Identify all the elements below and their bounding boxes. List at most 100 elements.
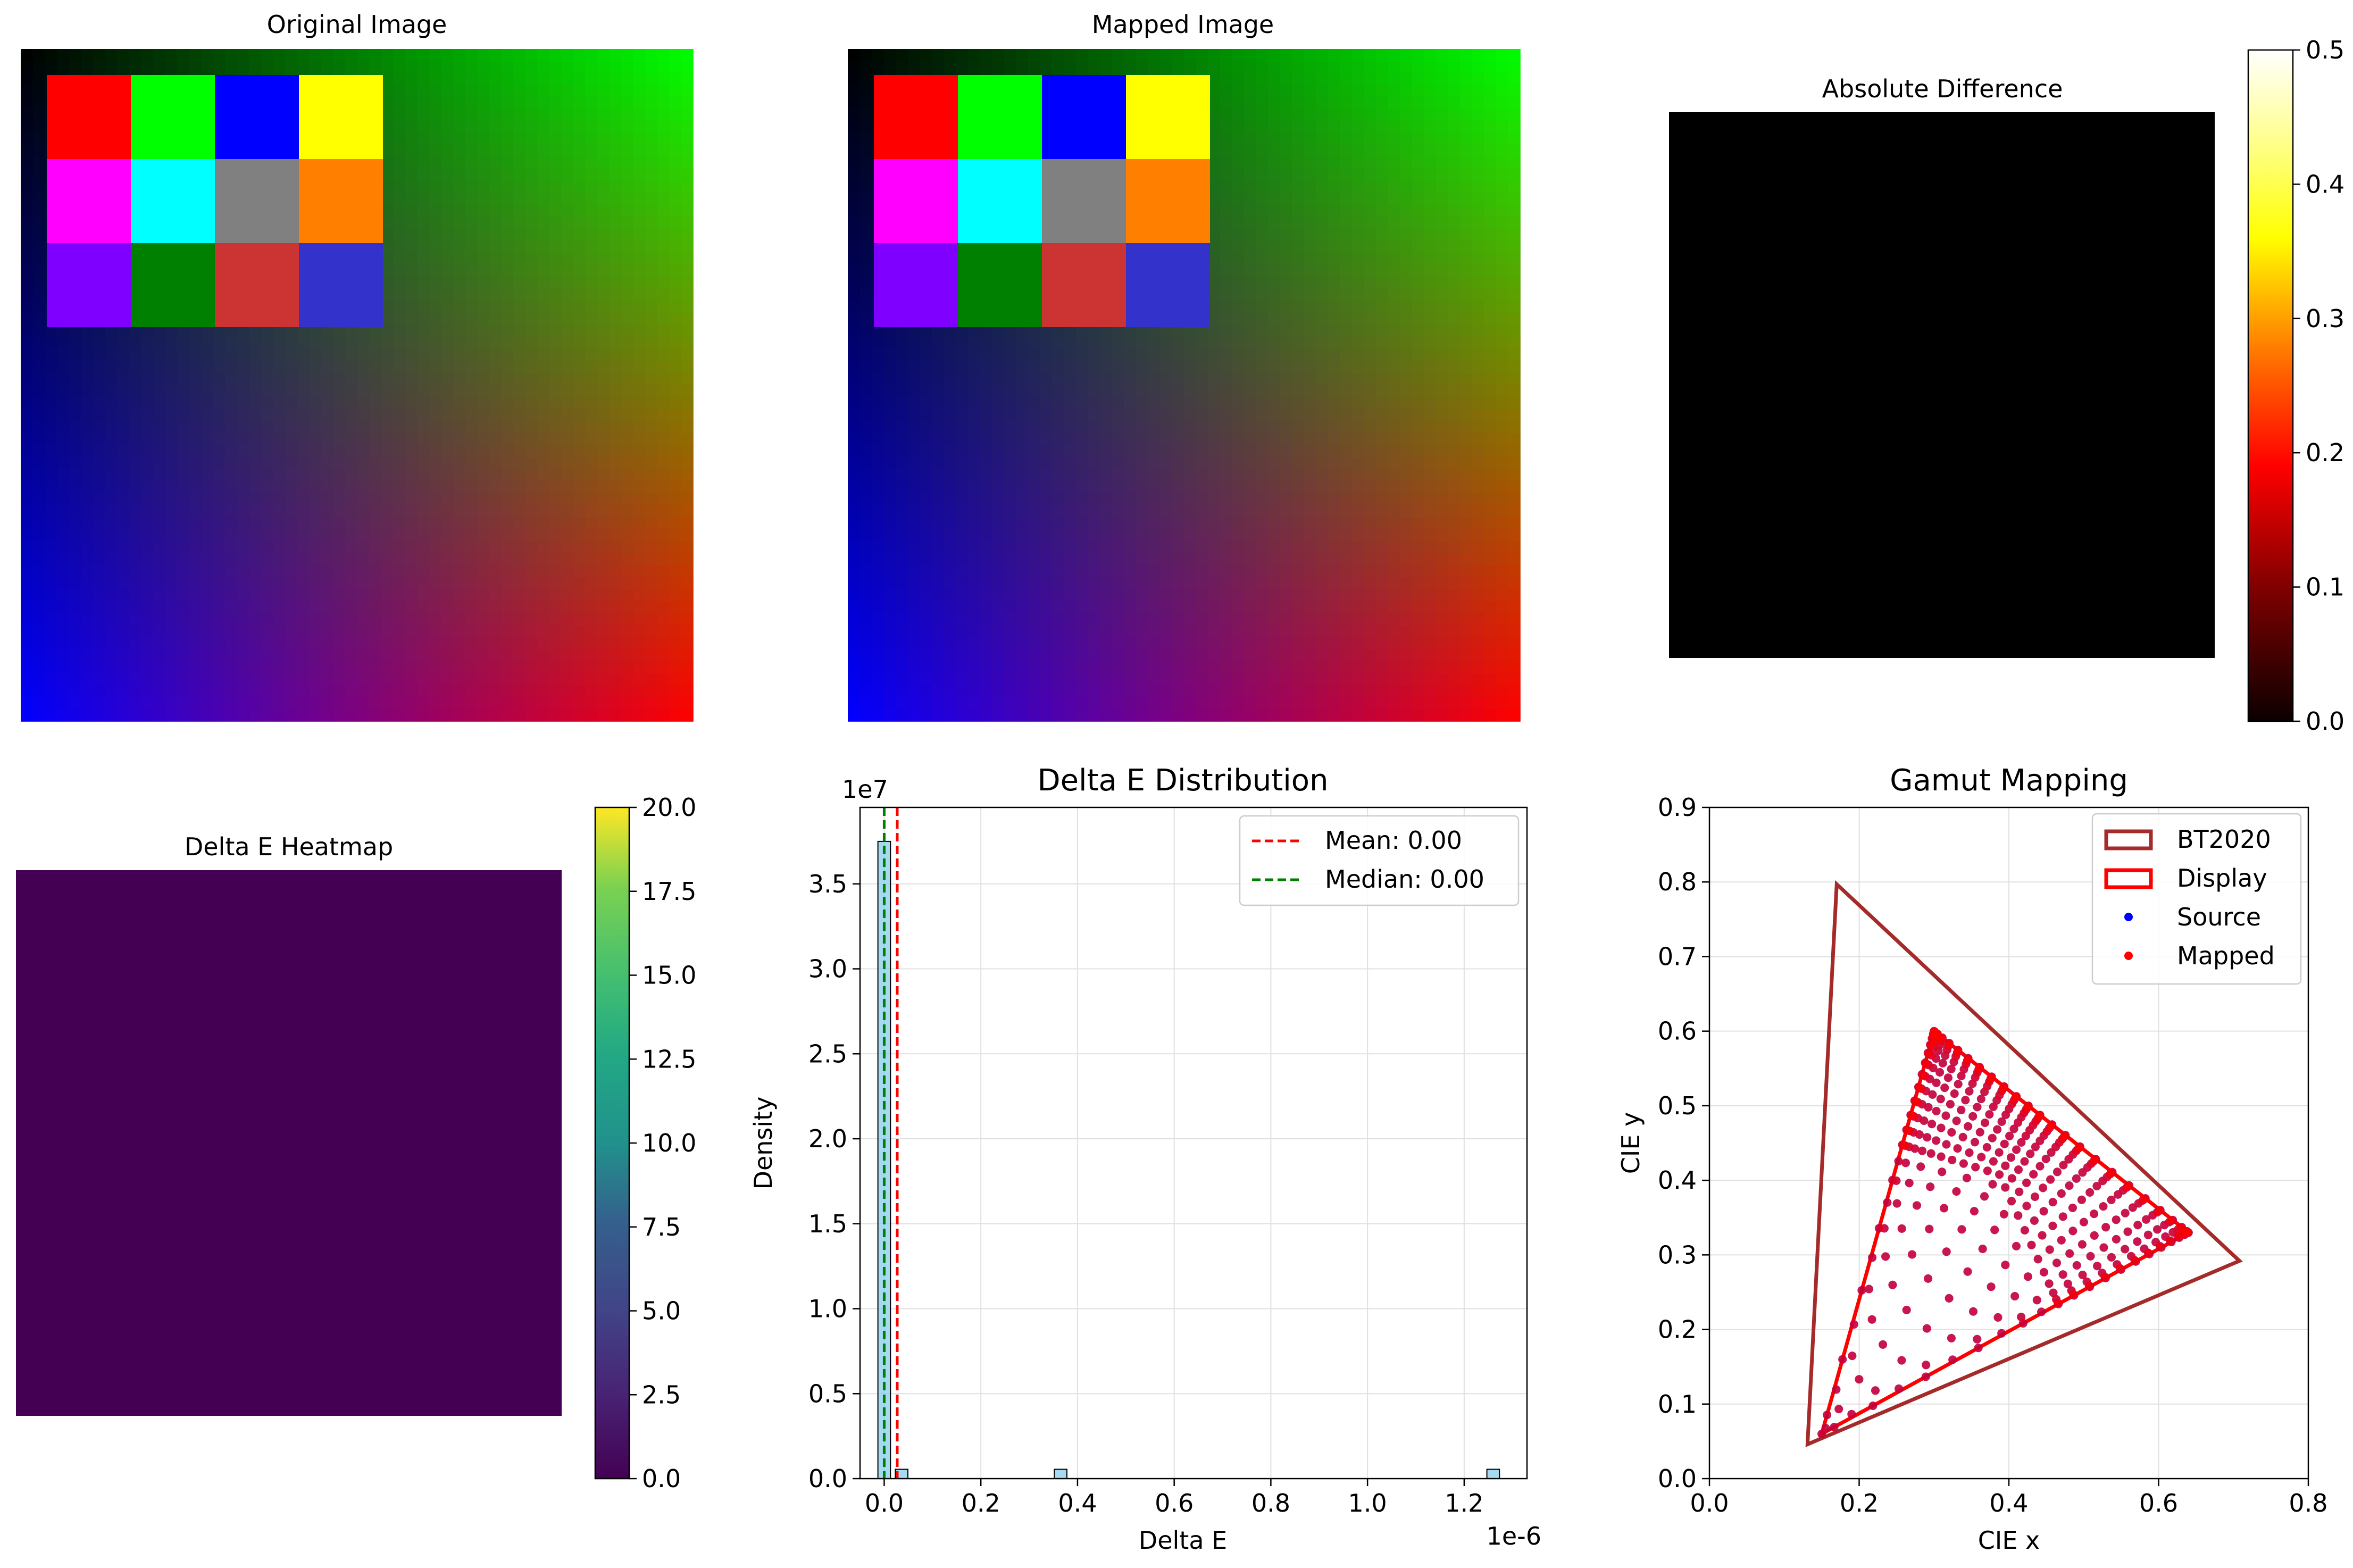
pixel-cell: [21, 277, 34, 290]
pixel-cell: [177, 685, 189, 698]
pixel-cell: [1256, 265, 1269, 278]
pixel-cell: [213, 469, 226, 482]
pixel-cell: [860, 253, 872, 266]
pixel-cell: [1268, 73, 1281, 86]
pixel-cell: [1424, 397, 1437, 410]
pixel-cell: [1340, 277, 1353, 290]
pixel-cell: [477, 361, 490, 374]
pixel-cell: [116, 565, 129, 578]
pixel-cell: [860, 157, 872, 170]
pixel-cell: [1424, 61, 1437, 73]
pixel-cell: [537, 181, 549, 194]
pixel-cell: [1424, 229, 1437, 241]
pixel-cell: [645, 253, 658, 266]
pixel-cell: [1028, 385, 1040, 398]
pixel-cell: [93, 685, 105, 698]
pixel-cell: [1508, 121, 1521, 134]
pixel-cell: [573, 481, 586, 494]
pixel-cell: [416, 625, 430, 638]
pixel-cell: [261, 661, 273, 674]
pixel-cell: [1292, 61, 1305, 73]
pixel-cell: [1352, 145, 1365, 157]
pixel-cell: [69, 505, 81, 518]
pixel-cell: [1328, 241, 1341, 254]
pixel-cell: [500, 685, 514, 698]
pixel-cell: [21, 697, 34, 710]
pixel-cell: [1388, 337, 1401, 350]
pixel-cell: [1412, 169, 1425, 182]
pixel-cell: [645, 553, 658, 566]
pixel-cell: [393, 289, 406, 302]
pixel-cell: [1412, 373, 1425, 386]
pixel-cell: [93, 421, 105, 434]
pixel-cell: [1460, 169, 1473, 182]
pixel-cell: [1460, 133, 1473, 146]
pixel-cell: [105, 577, 118, 590]
pixel-cell: [1052, 385, 1065, 398]
pixel-cell: [525, 145, 538, 157]
pixel-cell: [140, 541, 154, 554]
pixel-cell: [1328, 49, 1341, 62]
pixel-cell: [1004, 409, 1016, 422]
pixel-cell: [153, 445, 165, 458]
pixel-cell: [657, 517, 670, 530]
pixel-cell: [1496, 205, 1509, 218]
pixel-cell: [1388, 265, 1401, 278]
pixel-cell: [991, 373, 1005, 386]
pixel-cell: [1304, 217, 1317, 230]
pixel-cell: [657, 709, 670, 722]
pixel-cell: [1208, 373, 1221, 386]
pixel-cell: [416, 361, 430, 374]
pixel-cell: [1448, 349, 1461, 362]
pixel-cell: [669, 289, 682, 302]
pixel-cell: [549, 361, 562, 374]
pixel-cell: [1292, 337, 1305, 350]
pixel-cell: [164, 421, 178, 434]
pixel-cell: [1328, 433, 1341, 446]
pixel-cell: [549, 637, 562, 650]
pixel-cell: [848, 421, 861, 434]
pixel-cell: [621, 265, 633, 278]
pixel-cell: [416, 553, 430, 566]
pixel-cell: [513, 397, 525, 410]
pixel-cell: [369, 373, 381, 386]
pixel-cell: [1316, 397, 1329, 410]
pixel-cell: [991, 49, 1005, 62]
pixel-cell: [441, 241, 454, 254]
pixel-cell: [872, 409, 885, 422]
pixel-cell: [1280, 301, 1292, 314]
pixel-cell: [429, 241, 441, 254]
pixel-cell: [429, 541, 441, 554]
pixel-cell: [1364, 121, 1376, 134]
pixel-cell: [1304, 433, 1317, 446]
pixel-cell: [609, 301, 622, 314]
pixel-cell: [332, 61, 346, 73]
pixel-cell: [465, 85, 478, 98]
pixel-cell: [872, 361, 885, 374]
pixel-cell: [681, 85, 694, 98]
pixel-cell: [1424, 73, 1437, 86]
pixel-cell: [956, 337, 969, 350]
pixel-cell: [224, 601, 238, 614]
pixel-cell: [1376, 205, 1389, 218]
pixel-cell: [285, 373, 297, 386]
pixel-cell: [116, 337, 129, 350]
pixel-cell: [69, 373, 81, 386]
pixel-cell: [32, 481, 45, 494]
pixel-cell: [907, 373, 921, 386]
pixel-cell: [657, 385, 670, 398]
pixel-cell: [477, 625, 490, 638]
pixel-cell: [1292, 385, 1305, 398]
pixel-cell: [465, 193, 478, 206]
pixel-cell: [597, 349, 610, 362]
pixel-cell: [621, 409, 633, 422]
pixel-cell: [453, 325, 465, 338]
pixel-cell: [645, 565, 658, 578]
pixel-cell: [116, 685, 129, 698]
pixel-cell: [1496, 325, 1509, 338]
pixel-cell: [860, 205, 872, 218]
pixel-cell: [357, 697, 370, 710]
pixel-cell: [465, 181, 478, 194]
pixel-cell: [1016, 61, 1029, 73]
pixel-cell: [1508, 313, 1521, 326]
